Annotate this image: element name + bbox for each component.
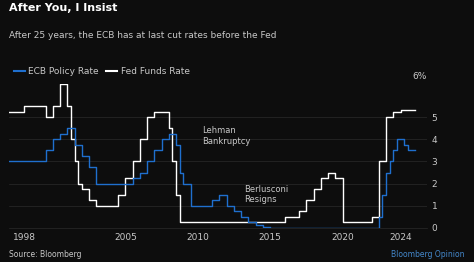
Text: 6%: 6%: [412, 72, 427, 81]
Text: Bloomberg Opinion: Bloomberg Opinion: [391, 250, 465, 259]
Text: Source: Bloomberg: Source: Bloomberg: [9, 250, 82, 259]
Text: After 25 years, the ECB has at last cut rates before the Fed: After 25 years, the ECB has at last cut …: [9, 31, 277, 40]
Text: Lehman
Bankruptcy: Lehman Bankruptcy: [202, 126, 250, 146]
Legend: ECB Policy Rate, Fed Funds Rate: ECB Policy Rate, Fed Funds Rate: [14, 67, 190, 77]
Text: After You, I Insist: After You, I Insist: [9, 3, 118, 13]
Text: Berlusconi
Resigns: Berlusconi Resigns: [244, 185, 288, 204]
